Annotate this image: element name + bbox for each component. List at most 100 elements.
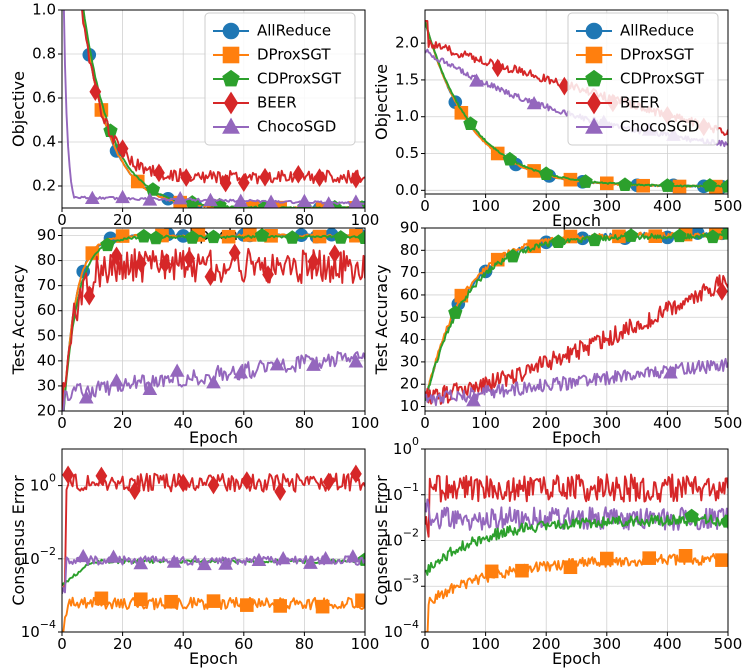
series-line-dproxsgt	[425, 231, 728, 401]
marker-chocosgd	[169, 363, 185, 377]
legend-item-allreduce: AllReduce	[576, 22, 694, 40]
x-axis-label: Epoch	[552, 211, 601, 230]
x-tick-label: 60	[234, 414, 253, 432]
series-line-beer	[425, 274, 728, 405]
marker-cdproxsgt	[285, 230, 300, 244]
marker-beer	[89, 82, 102, 102]
marker-beer	[204, 267, 217, 287]
marker-chocosgd	[303, 555, 318, 569]
marker-beer	[95, 466, 108, 486]
marker-chocosgd	[251, 552, 267, 567]
x-tick-label: 40	[174, 414, 193, 432]
marker-beer	[274, 482, 287, 501]
marker-beer	[219, 173, 232, 193]
y-tick-label: 10	[400, 397, 419, 415]
marker-cdproxsgt	[539, 166, 554, 180]
marker-cdproxsgt	[206, 229, 221, 244]
marker-cdproxsgt	[333, 230, 348, 244]
y-tick-label: 0.0	[395, 181, 419, 199]
marker-beer	[183, 249, 196, 268]
legend-label: AllReduce	[257, 22, 331, 40]
x-tick-label: 40	[174, 211, 193, 229]
legend-label: CDProxSGT	[620, 70, 705, 88]
y-axis-label: Consensus Error	[372, 475, 391, 606]
plot-area	[62, 464, 365, 632]
marker-cdproxsgt	[145, 182, 161, 196]
marker-beer	[83, 286, 96, 306]
marker-chocosgd	[469, 73, 484, 87]
marker-chocosgd	[115, 189, 130, 204]
y-tick-label: 0.6	[32, 89, 56, 107]
legend-label: AllReduce	[620, 22, 694, 40]
legend-marker-beer	[223, 91, 239, 115]
marker-cdproxsgt	[702, 178, 717, 192]
marker-chocosgd	[75, 548, 91, 563]
y-tick-label: 100	[393, 435, 419, 458]
marker-dproxsgt	[94, 591, 109, 606]
marker-dproxsgt	[240, 598, 254, 612]
x-tick-label: 100	[471, 635, 500, 653]
marker-chocosgd	[306, 357, 321, 371]
marker-chocosgd	[322, 196, 336, 208]
marker-dproxsgt	[715, 553, 728, 567]
marker-beer	[322, 472, 335, 492]
marker-chocosgd	[78, 390, 94, 404]
x-tick-label: 80	[295, 635, 314, 653]
marker-dproxsgt	[563, 560, 578, 575]
legend-item-beer: BEER	[576, 91, 660, 115]
y-tick-label: 2.0	[395, 34, 419, 52]
marker-dproxsgt	[599, 551, 614, 566]
y-tick-label: 1.5	[395, 70, 419, 88]
y-tick-label: 80	[37, 251, 56, 269]
marker-chocosgd	[318, 551, 333, 565]
x-tick-label: 100	[351, 211, 380, 229]
marker-beer	[259, 167, 271, 187]
legend-item-dproxsgt: DProxSGT	[213, 46, 331, 64]
marker-chocosgd	[275, 550, 291, 565]
x-tick-label: 200	[532, 197, 561, 215]
x-tick-label: 20	[113, 211, 132, 229]
y-axis-label: Test Accuracy	[372, 265, 391, 376]
marker-chocosgd	[84, 190, 100, 204]
axes-frame	[61, 227, 366, 412]
legend-box	[567, 12, 719, 146]
y-tick-label: 10−2	[384, 527, 419, 550]
marker-dproxsgt	[243, 228, 257, 242]
y-tick-label: 80	[400, 241, 419, 259]
marker-chocosgd	[197, 556, 212, 571]
y-tick-label: 40	[37, 351, 56, 369]
marker-beer	[237, 173, 250, 193]
y-tick-label: 60	[37, 301, 56, 319]
legend-label: CDProxSGT	[257, 70, 342, 88]
legend-item-beer: BEER	[213, 91, 297, 115]
x-tick-label: 100	[471, 414, 500, 432]
x-tick-label: 200	[532, 635, 561, 653]
x-tick-label: 0	[57, 414, 67, 432]
legend-label: DProxSGT	[257, 46, 331, 64]
marker-cdproxsgt	[623, 228, 639, 242]
objective-chart-100-epochs: 0204060801000.20.40.60.81.0EpochObjectiv…	[9, 1, 380, 245]
x-tick-label: 0	[420, 414, 430, 432]
marker-cdproxsgt	[617, 177, 633, 191]
marker-dproxsgt	[133, 592, 148, 607]
x-tick-label: 400	[653, 414, 682, 432]
x-tick-label: 80	[295, 211, 314, 229]
marker-beer	[180, 168, 193, 187]
marker-beer	[313, 168, 326, 187]
accuracy-chart-500-epochs: 0 100 200 300 400 500 10 20 30 40 50 60 70 80 90 Epoch T…	[372, 219, 742, 448]
marker-chocosgd	[206, 375, 221, 389]
series-line-cdproxsgt	[425, 513, 728, 576]
x-tick-label: 60	[234, 211, 253, 229]
marker-chocosgd	[109, 373, 124, 387]
marker-dproxsgt	[315, 599, 330, 614]
legend-label: ChocoSGD	[257, 118, 336, 136]
marker-cdproxsgt	[136, 228, 151, 243]
x-tick-label: 500	[714, 635, 743, 653]
marker-chocosgd	[233, 193, 249, 207]
y-tick-label: 70	[400, 263, 419, 281]
marker-beer	[491, 58, 504, 78]
y-tick-label: 10−3	[384, 572, 419, 595]
marker-chocosgd	[218, 556, 233, 570]
